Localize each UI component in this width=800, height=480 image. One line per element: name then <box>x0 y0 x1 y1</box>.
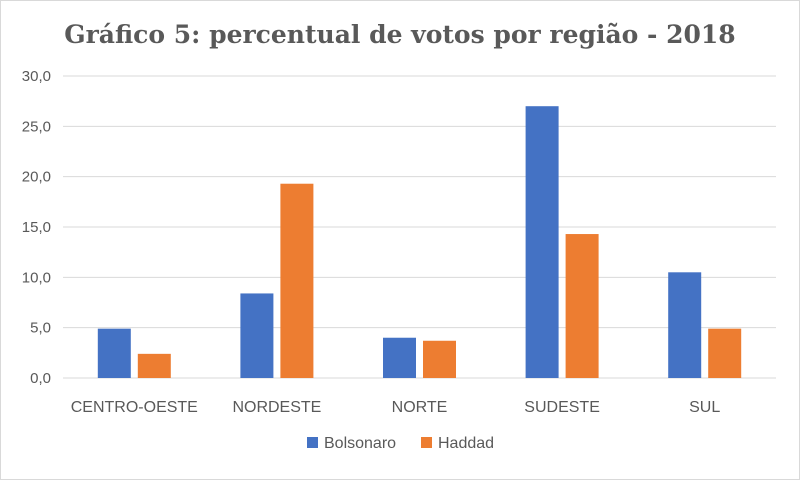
bar-haddad-sudeste <box>565 234 599 378</box>
bar-bolsonaro-centro-oeste <box>97 328 131 378</box>
x-category-label: CENTRO-OESTE <box>71 399 198 416</box>
x-axis-category-labels: CENTRO-OESTE NORDESTE NORTE SUDESTE SUL <box>71 399 721 416</box>
legend-label-bolsonaro: Bolsonaro <box>324 435 396 452</box>
bar-bolsonaro-nordeste <box>240 293 274 378</box>
x-category-label: SUL <box>689 399 720 416</box>
legend-swatch-haddad <box>421 437 432 448</box>
bar-bolsonaro-sudeste <box>525 106 559 378</box>
y-tick-label: 5,0 <box>30 320 51 337</box>
y-gridlines <box>63 75 776 379</box>
bar-haddad-centro-oeste <box>137 353 171 378</box>
y-tick-label: 30,0 <box>22 68 51 85</box>
y-tick-label: 15,0 <box>22 219 51 236</box>
x-category-label: SUDESTE <box>524 399 600 416</box>
bar-series <box>97 106 742 378</box>
y-tick-label: 20,0 <box>22 169 51 186</box>
y-tick-label: 25,0 <box>22 118 51 135</box>
legend-label-haddad: Haddad <box>438 435 494 452</box>
bar-bolsonaro-norte <box>383 337 416 378</box>
y-tick-label: 10,0 <box>22 269 51 286</box>
bar-haddad-norte <box>423 340 456 378</box>
chart-title: Gráfico 5: percentual de votos por regiã… <box>64 20 735 49</box>
y-tick-label: 0,0 <box>30 370 51 387</box>
legend: Bolsonaro Haddad <box>307 435 494 452</box>
y-axis-tick-labels: 0,0 5,0 10,0 15,0 20,0 25,0 30,0 <box>22 68 51 387</box>
bar-haddad-sul <box>708 328 742 378</box>
x-category-label: NORTE <box>392 399 448 416</box>
bar-bolsonaro-sul <box>668 272 702 378</box>
legend-swatch-bolsonaro <box>307 437 318 448</box>
bar-haddad-nordeste <box>280 183 314 378</box>
x-category-label: NORDESTE <box>232 399 321 416</box>
